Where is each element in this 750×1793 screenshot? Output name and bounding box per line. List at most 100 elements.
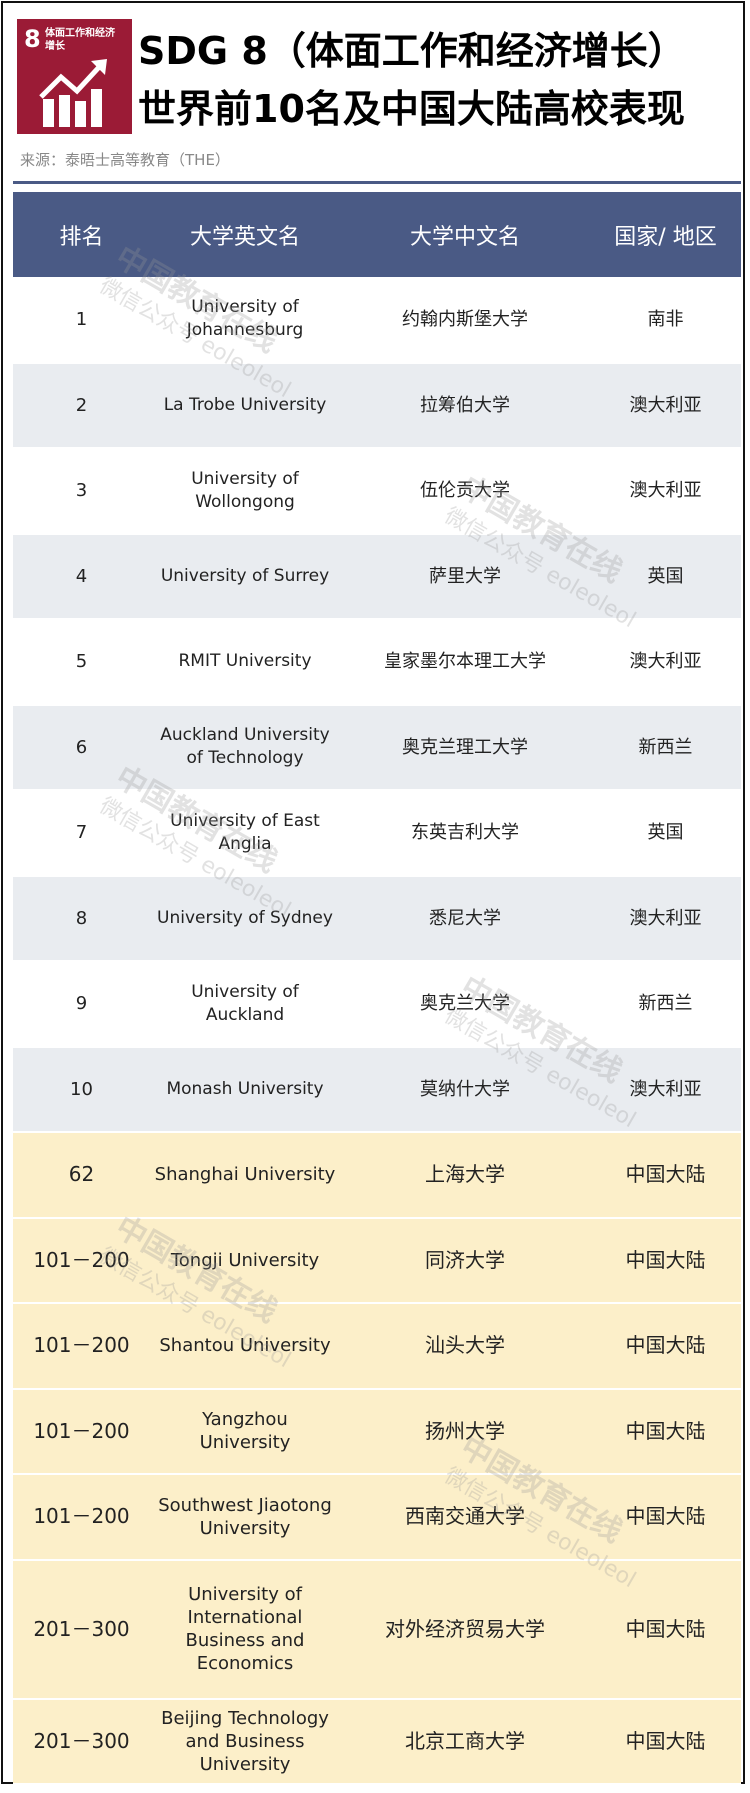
english-name-cell: University of Wollongong	[150, 448, 340, 535]
table-row: 101－200 Southwest Jiaotong University 西南交通…	[13, 1474, 741, 1561]
region-cell: 澳大利亚	[590, 448, 741, 535]
source-note: 来源：泰晤士高等教育（THE）	[20, 151, 230, 169]
table-row: 3 University of Wollongong 伍伦贡大学 澳大利亚	[13, 448, 741, 535]
table-row: 5 RMIT University 皇家墨尔本理工大学 澳大利亚	[13, 619, 741, 706]
table-row: 1 University of Johannesburg 约翰内斯堡大学 南非	[13, 277, 741, 364]
chinese-name-cell: 伍伦贡大学	[340, 448, 590, 535]
chinese-name-cell: 奥克兰理工大学	[340, 704, 590, 791]
growth-chart-arrow-icon	[39, 59, 107, 127]
table-row: 7 University of East Anglia 东英吉利大学 英国	[13, 790, 741, 877]
rank-cell: 101－200	[13, 1388, 150, 1475]
region-cell: 中国大陆	[590, 1303, 741, 1390]
table-row: 9 University of Auckland 奥克兰大学 新西兰	[13, 961, 741, 1048]
rank-cell: 7	[13, 790, 150, 877]
region-cell: 中国大陆	[590, 1132, 741, 1219]
region-cell: 澳大利亚	[590, 1046, 741, 1133]
region-cell: 澳大利亚	[590, 875, 741, 962]
english-name-cell: RMIT University	[150, 619, 340, 706]
chinese-name-cell: 西南交通大学	[340, 1474, 590, 1561]
chinese-name-cell: 同济大学	[340, 1217, 590, 1304]
rank-cell: 101－200	[13, 1474, 150, 1561]
english-name-cell: La Trobe University	[150, 362, 340, 449]
english-name-cell: University of Johannesburg	[150, 277, 340, 364]
chinese-name-cell: 北京工商大学	[340, 1698, 590, 1785]
rank-cell: 1	[13, 277, 150, 364]
region-cell: 中国大陆	[590, 1559, 741, 1700]
rank-cell: 3	[13, 448, 150, 535]
rank-cell: 8	[13, 875, 150, 962]
rank-cell: 5	[13, 619, 150, 706]
region-cell: 新西兰	[590, 961, 741, 1048]
english-name-cell: University of East Anglia	[150, 790, 340, 877]
chinese-name-cell: 东英吉利大学	[340, 790, 590, 877]
region-cell: 中国大陆	[590, 1474, 741, 1561]
chinese-name-cell: 萨里大学	[340, 533, 590, 620]
region-cell: 新西兰	[590, 704, 741, 791]
region-cell: 英国	[590, 533, 741, 620]
ranking-table: 排名 大学英文名 大学中文名 国家/ 地区 1 University of Joh…	[13, 192, 741, 1785]
rank-cell: 101－200	[13, 1217, 150, 1304]
region-cell: 英国	[590, 790, 741, 877]
english-name-cell: University of Sydney	[150, 875, 340, 962]
english-name-cell: Yangzhou University	[150, 1388, 340, 1475]
table-row: 101－200 Shantou University 汕头大学 中国大陆	[13, 1303, 741, 1390]
region-cell: 澳大利亚	[590, 362, 741, 449]
english-name-cell: Beijing Technology and Business Universi…	[150, 1698, 340, 1785]
chinese-name-cell: 汕头大学	[340, 1303, 590, 1390]
english-name-cell: Monash University	[150, 1046, 340, 1133]
region-cell: 中国大陆	[590, 1217, 741, 1304]
chinese-name-cell: 莫纳什大学	[340, 1046, 590, 1133]
table-row: 2 La Trobe University 拉筹伯大学 澳大利亚	[13, 362, 741, 449]
table-row: 201－300 Beijing Technology and Business U…	[13, 1698, 741, 1785]
english-name-cell: Auckland University of Technology	[150, 704, 340, 791]
english-name-cell: Southwest Jiaotong University	[150, 1474, 340, 1561]
rank-cell: 201－300	[13, 1559, 150, 1700]
page-title: SDG 8（体面工作和经济增长） 世界前10名及中国大陆高校表现	[138, 22, 686, 138]
region-cell: 澳大利亚	[590, 619, 741, 706]
title-line-2: 世界前10名及中国大陆高校表现	[138, 87, 685, 131]
english-name-cell: Shanghai University	[150, 1132, 340, 1219]
english-name-cell: Shantou University	[150, 1303, 340, 1390]
chinese-name-cell: 上海大学	[340, 1132, 590, 1219]
chinese-name-cell: 皇家墨尔本理工大学	[340, 619, 590, 706]
rank-cell: 101－200	[13, 1303, 150, 1390]
region-cell: 中国大陆	[590, 1698, 741, 1785]
table-row: 8 University of Sydney 悉尼大学 澳大利亚	[13, 875, 741, 962]
table-row: 6 Auckland University of Technology 奥克兰理工大…	[13, 704, 741, 791]
table-row: 4 University of Surrey 萨里大学 英国	[13, 533, 741, 620]
logo-text: 体面工作和经济增长	[45, 28, 115, 52]
rank-cell: 6	[13, 704, 150, 791]
english-name-cell: University of International Business and…	[150, 1559, 340, 1700]
title-line-1: SDG 8（体面工作和经济增长）	[138, 29, 686, 73]
sdg8-logo: 8 体面工作和经济增长	[17, 19, 132, 134]
table-row: 201－300 University of International Busin…	[13, 1559, 741, 1700]
rank-cell: 2	[13, 362, 150, 449]
header-chinese-name: 大学中文名	[340, 192, 590, 277]
table-row: 101－200 Tongji University 同济大学 中国大陆	[13, 1217, 741, 1304]
rank-cell: 4	[13, 533, 150, 620]
header-english-name: 大学英文名	[150, 192, 340, 277]
table-row: 101－200 Yangzhou University 扬州大学 中国大陆	[13, 1388, 741, 1475]
logo-number: 8	[24, 25, 41, 53]
rank-cell: 201－300	[13, 1698, 150, 1785]
region-cell: 中国大陆	[590, 1388, 741, 1475]
header-rank: 排名	[13, 192, 150, 277]
rank-cell: 62	[13, 1132, 150, 1219]
chinese-name-cell: 对外经济贸易大学	[340, 1559, 590, 1700]
table-row: 10 Monash University 莫纳什大学 澳大利亚	[13, 1046, 741, 1133]
divider	[13, 181, 741, 184]
table-header: 排名 大学英文名 大学中文名 国家/ 地区	[13, 192, 741, 277]
chinese-name-cell: 拉筹伯大学	[340, 362, 590, 449]
chinese-name-cell: 扬州大学	[340, 1388, 590, 1475]
chinese-name-cell: 悉尼大学	[340, 875, 590, 962]
rank-cell: 10	[13, 1046, 150, 1133]
chinese-name-cell: 奥克兰大学	[340, 961, 590, 1048]
rank-cell: 9	[13, 961, 150, 1048]
chinese-name-cell: 约翰内斯堡大学	[340, 277, 590, 364]
english-name-cell: Tongji University	[150, 1217, 340, 1304]
region-cell: 南非	[590, 277, 741, 364]
english-name-cell: University of Auckland	[150, 961, 340, 1048]
english-name-cell: University of Surrey	[150, 533, 340, 620]
table-row: 62 Shanghai University 上海大学 中国大陆	[13, 1132, 741, 1219]
header-region: 国家/ 地区	[590, 192, 741, 277]
